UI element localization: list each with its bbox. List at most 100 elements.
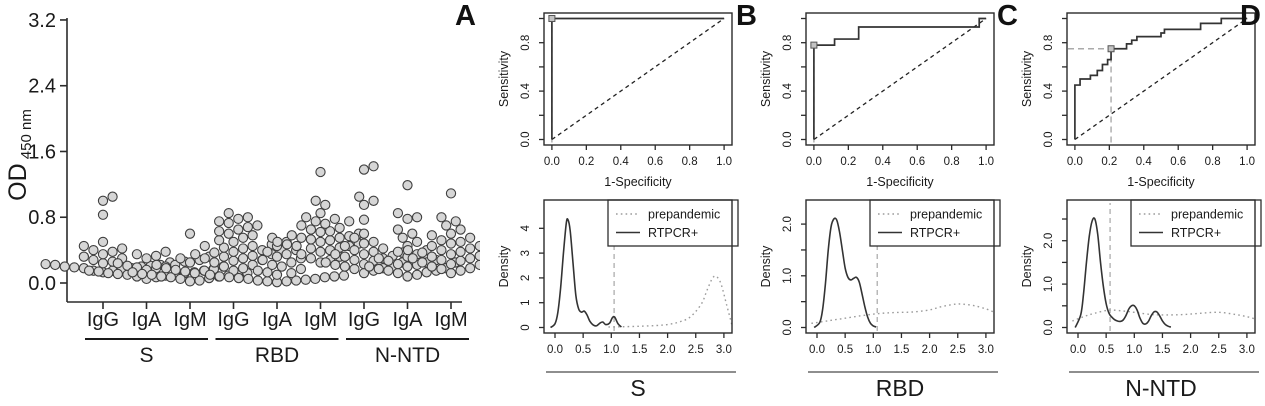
data-point [338, 270, 350, 281]
density-curve-rtpcr [549, 217, 622, 329]
density-plot-density-s: prepandemic RTPCR+ 0.0 0.5 1.0 1.5 2.0 2.5 3.0 0 1… [497, 199, 739, 401]
data-point [252, 220, 263, 231]
data-point [445, 228, 457, 239]
data-point [377, 243, 389, 254]
data-point [310, 273, 321, 285]
data-point [262, 267, 273, 278]
data-point [334, 222, 345, 234]
data-point [141, 253, 152, 264]
data-point [272, 236, 283, 248]
data-point [464, 243, 476, 254]
x-tick-label: 0.5 [1098, 344, 1114, 356]
data-point [291, 240, 302, 252]
data-point [450, 216, 461, 227]
data-point [445, 258, 457, 270]
data-point [184, 276, 196, 287]
data-point [228, 246, 239, 257]
data-point [286, 230, 297, 241]
data-point [330, 259, 341, 271]
data-point [455, 236, 466, 248]
data-point [315, 246, 326, 257]
x-tick-label: 0.8 [682, 156, 698, 168]
data-point [252, 275, 264, 286]
data-point [392, 246, 404, 257]
data-point [213, 235, 225, 246]
data-point [368, 236, 379, 248]
data-point [426, 251, 438, 262]
swarm-group-n-ntd-igm [402, 188, 480, 279]
data-point [281, 239, 293, 250]
data-point [112, 258, 123, 269]
data-point [122, 260, 133, 271]
data-point [436, 212, 447, 223]
data-point [464, 263, 476, 274]
plot-box [543, 199, 733, 334]
data-point [339, 251, 351, 262]
x-tick-label: 0.6 [1170, 156, 1186, 168]
x-tick-label: 0.6 [909, 156, 925, 168]
x-tick-label: 1.0 [865, 344, 881, 356]
data-point [464, 253, 476, 264]
data-point [358, 164, 370, 175]
data-point [237, 253, 249, 264]
data-point [214, 271, 225, 282]
x-tick-label: 2.0 [1183, 344, 1199, 356]
data-point [223, 207, 234, 219]
antigen-label: RBD [876, 375, 925, 401]
data-point [344, 216, 355, 227]
data-point [184, 257, 196, 268]
antigen-label: S [630, 375, 645, 401]
data-point [411, 212, 423, 223]
data-point [383, 265, 394, 276]
data-point [305, 243, 317, 254]
y-tick-label: 0.0 [1043, 320, 1055, 336]
x-tick-label: 3.0 [716, 344, 732, 356]
data-point [436, 263, 447, 275]
data-point [247, 240, 258, 252]
x-tick-label: 0.8 [944, 156, 960, 168]
panel-d-n-ntd-charts: 0.0 0.2 0.4 0.6 0.8 1.0 0.0 0.4 0.8 1-Specificity… [1020, 12, 1262, 401]
data-point [218, 242, 230, 253]
data-point [349, 263, 360, 275]
plot-box [805, 199, 995, 334]
roc-curve [1074, 17, 1248, 140]
y-tick-label: 2.4 [28, 76, 56, 98]
panel-b-s-charts: 0.0 0.2 0.4 0.6 0.8 1.0 0.0 0.4 0.8 1-Specificity… [497, 12, 739, 401]
data-point [262, 276, 273, 287]
data-point [59, 261, 70, 272]
data-point [455, 265, 466, 276]
antigen-group-label: N-NTD [375, 344, 440, 367]
data-point [262, 246, 273, 257]
data-point [368, 195, 379, 206]
antigen-group-label: S [139, 344, 153, 367]
x-tick-label: 0.0 [1067, 156, 1083, 168]
data-point [218, 251, 230, 262]
x-tick-label: 3.0 [1239, 344, 1255, 356]
data-point [78, 240, 90, 252]
data-point [199, 253, 210, 264]
y-tick-label: 0.4 [520, 83, 532, 100]
data-point [417, 257, 428, 268]
x-tick-label: 1.0 [1126, 344, 1142, 356]
density-curve-prepandemic [1072, 309, 1255, 322]
chance-diagonal [551, 17, 725, 141]
data-point [319, 272, 330, 283]
antigen-group-label: RBD [255, 344, 299, 367]
data-point [242, 212, 254, 223]
x-tick-label: 0.4 [613, 156, 630, 168]
y-tick-label: 0.0 [782, 132, 794, 148]
x-tick-label: 0.0 [544, 156, 560, 168]
data-point [305, 234, 317, 245]
data-point [455, 224, 466, 235]
data-point [69, 262, 80, 273]
roc-plot-roc-rbd: 0.0 0.2 0.4 0.6 0.8 1.0 0.0 0.4 0.8 1-Specificity… [759, 12, 995, 189]
data-point [329, 271, 340, 282]
data-point [339, 261, 351, 272]
data-point [417, 247, 428, 258]
y-tick-label: 0.4 [782, 83, 794, 100]
y-tick-label: 1.0 [782, 268, 794, 284]
data-point [160, 246, 171, 257]
data-point [93, 266, 104, 277]
legend-box [869, 199, 1001, 247]
chance-diagonal [1074, 17, 1248, 141]
